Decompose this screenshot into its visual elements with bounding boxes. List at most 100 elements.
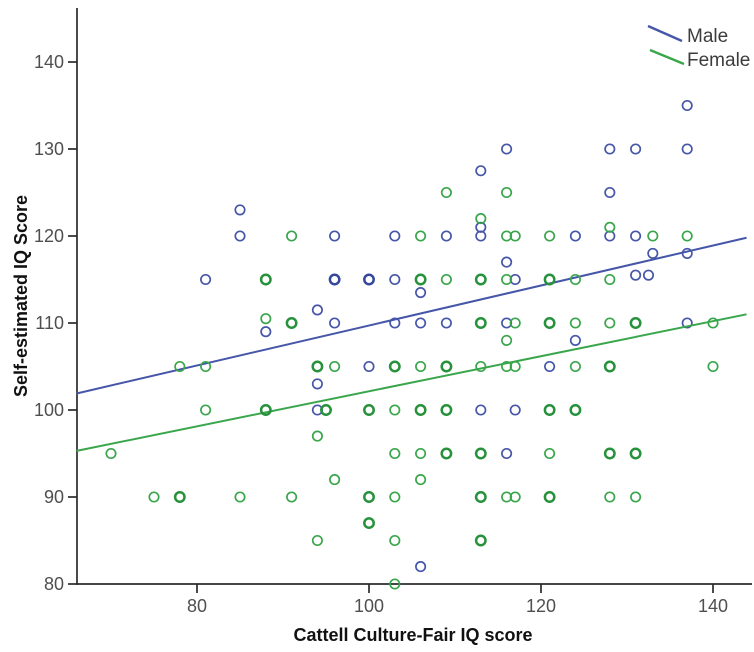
female-point <box>200 404 212 416</box>
y-tick-label: 100 <box>34 400 64 420</box>
female-point <box>629 317 642 329</box>
female-point <box>543 491 556 503</box>
male-legend-line-icon <box>647 24 683 43</box>
female-point <box>415 447 427 460</box>
male-point <box>604 143 616 155</box>
male-point <box>363 273 375 286</box>
male-point <box>260 326 272 338</box>
female-point <box>569 404 582 416</box>
female-point <box>363 517 375 530</box>
female-point <box>388 360 401 373</box>
female-point <box>389 491 401 503</box>
male-point <box>389 230 401 242</box>
female-point <box>629 447 642 460</box>
female-point <box>311 360 324 373</box>
male-point <box>363 360 375 373</box>
female-point <box>604 221 616 233</box>
female-point <box>285 317 298 329</box>
female-point <box>474 491 487 503</box>
male-point <box>234 230 246 242</box>
female-point <box>630 491 642 503</box>
male-point <box>501 447 513 460</box>
male-point <box>475 165 487 177</box>
male-point <box>681 143 693 155</box>
female-point <box>173 491 186 503</box>
female-point <box>543 404 556 416</box>
female-point <box>363 491 375 503</box>
female-point <box>603 447 616 460</box>
female-point <box>389 578 401 590</box>
male-point <box>234 204 246 216</box>
female-point <box>569 317 581 329</box>
x-tick-label: 80 <box>187 596 207 616</box>
female-point <box>509 491 521 503</box>
female-point <box>474 317 487 329</box>
male-point <box>311 378 323 390</box>
male-point <box>440 230 452 242</box>
plot-area: 80 90 100 110 120 130 140 80 100 120 140 <box>34 8 752 616</box>
y-tick-label: 140 <box>34 52 64 72</box>
female-point <box>174 360 186 373</box>
male-point <box>415 286 427 299</box>
male-point <box>329 230 341 242</box>
female-point <box>475 360 487 373</box>
male-point <box>501 256 513 268</box>
female-point <box>105 447 117 460</box>
male-point <box>311 304 323 316</box>
male-point <box>475 404 487 416</box>
female-point <box>329 474 341 486</box>
female-point <box>509 317 521 329</box>
y-tick-label: 110 <box>35 313 64 333</box>
female-point <box>501 186 513 199</box>
male-point <box>630 230 642 242</box>
female-point <box>501 273 513 286</box>
x-tick-label: 100 <box>354 596 384 616</box>
female-point <box>569 360 581 373</box>
female-point <box>415 230 427 242</box>
male-point <box>509 404 521 416</box>
male-point <box>501 143 513 155</box>
female-point <box>329 360 341 373</box>
female-point <box>389 447 401 460</box>
female-point <box>286 230 298 242</box>
female-point <box>259 273 272 286</box>
female-point <box>414 404 427 416</box>
y-tick-label: 90 <box>44 487 64 507</box>
male-point <box>544 360 556 373</box>
female-point <box>440 404 453 416</box>
female-point <box>414 273 427 286</box>
female-point <box>569 273 581 286</box>
x-tick-label: 140 <box>698 596 728 616</box>
male-point <box>630 143 642 155</box>
male-point <box>647 247 659 259</box>
female-point <box>509 360 521 373</box>
y-tick-label: 80 <box>44 574 64 594</box>
female-point <box>647 230 659 242</box>
female-point <box>440 186 452 199</box>
female-point <box>543 273 556 286</box>
female-point <box>501 334 513 346</box>
x-tick-label: 120 <box>526 596 556 616</box>
legend-label-male: Male <box>687 26 728 47</box>
male-point <box>200 273 212 286</box>
female-point <box>603 360 616 373</box>
female-point <box>474 273 487 286</box>
male-point <box>415 317 427 329</box>
male-point <box>389 273 401 286</box>
female-point <box>604 491 616 503</box>
female-point <box>604 317 616 329</box>
female-point <box>200 360 212 373</box>
female-point <box>474 447 487 460</box>
male-point <box>440 317 452 329</box>
female-point <box>681 230 693 242</box>
male-point <box>604 186 616 199</box>
female-point <box>234 491 246 503</box>
male-point <box>569 334 581 346</box>
male-trend-line <box>76 236 747 395</box>
female-point <box>475 213 487 225</box>
male-point <box>681 99 693 112</box>
female-point <box>440 273 452 286</box>
female-point <box>707 317 719 329</box>
female-point <box>707 360 719 373</box>
